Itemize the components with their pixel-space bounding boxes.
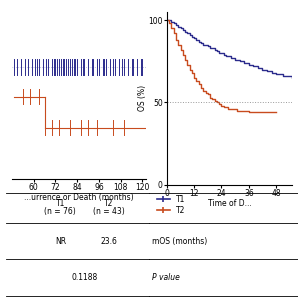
Text: P value: P value xyxy=(152,273,180,282)
Text: 0.1188: 0.1188 xyxy=(72,273,98,282)
Text: NR: NR xyxy=(55,237,66,246)
Text: T1: T1 xyxy=(56,199,65,208)
Text: mOS (months): mOS (months) xyxy=(152,237,207,246)
Y-axis label: OS (%): OS (%) xyxy=(138,85,147,111)
Legend: T1, T2: T1, T2 xyxy=(156,194,187,215)
Text: (n = 76): (n = 76) xyxy=(44,207,76,217)
Text: T2: T2 xyxy=(104,199,114,208)
X-axis label: Time of D...: Time of D... xyxy=(208,199,251,208)
Text: 23.6: 23.6 xyxy=(100,237,117,246)
X-axis label: ...urrence or Death (months): ...urrence or Death (months) xyxy=(24,193,134,202)
Text: (n = 43): (n = 43) xyxy=(93,207,125,217)
